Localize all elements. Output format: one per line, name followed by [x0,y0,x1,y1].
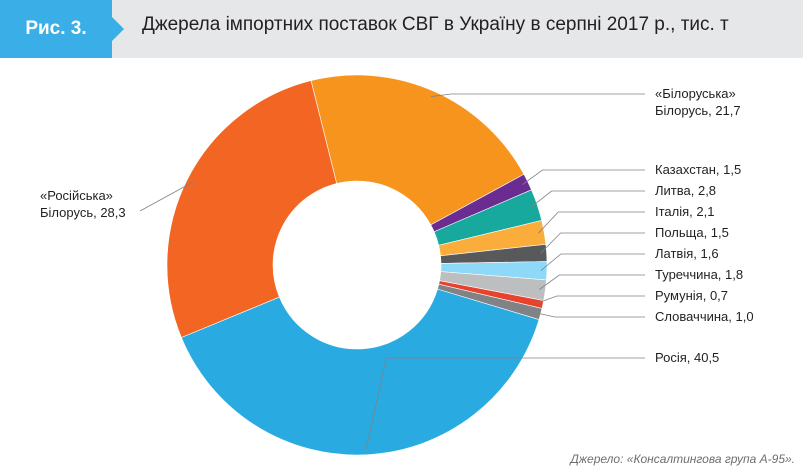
slice-label: Італія, 2,1 [655,204,714,219]
header-bar [0,0,803,58]
slice-label: Казахстан, 1,5 [655,162,741,177]
donut-chart: «Білоруська» Білорусь, 21,7 Казахстан, 1,5… [40,74,754,456]
slice-label: «Білоруська» [655,86,736,101]
slice-label: Білорусь, 21,7 [655,103,741,118]
slice-label: Словаччина, 1,0 [655,309,754,324]
slice-label-group: Словаччина, 1,0 [534,309,754,324]
slice-label: Румунія, 0,7 [655,288,728,303]
slice-label: Литва, 2,8 [655,183,716,198]
slice-label-group: Польща, 1,5 [540,225,729,254]
slice-label-group: Казахстан, 1,5 [522,162,741,185]
slice-label-group: Туреччина, 1,8 [539,267,743,290]
slice-label-group: Латвія, 1,6 [540,246,719,271]
slice-label: Латвія, 1,6 [655,246,719,261]
slice-label-group: Росія, 40,5 [365,350,719,449]
slice-label-group: Румунія, 0,7 [536,288,728,304]
source-note: Джерело: «Консалтингова група А-95». [570,452,795,466]
donut-slice [166,80,338,338]
slice-label-group: Італія, 2,1 [537,204,714,234]
slice-label: Росія, 40,5 [655,350,719,365]
figure-number: Рис. 3. [25,18,87,39]
slice-label: Польща, 1,5 [655,225,729,240]
figure-number-badge: Рис. 3. [0,0,124,58]
slice-label: «Російська» [40,188,113,203]
slice-label-group: «Білоруська» Білорусь, 21,7 [431,86,741,118]
slice-label: Туреччина, 1,8 [655,267,743,282]
slice-label: Білорусь, 28,3 [40,205,126,220]
slice-label-group: «Російська» Білорусь, 28,3 [40,181,193,220]
donut-slice [310,74,525,226]
slice-label-group: Литва, 2,8 [531,183,716,208]
chart-title: Джерела імпортних поставок СВГ в Україну… [142,14,729,35]
donut-slice [180,288,540,456]
